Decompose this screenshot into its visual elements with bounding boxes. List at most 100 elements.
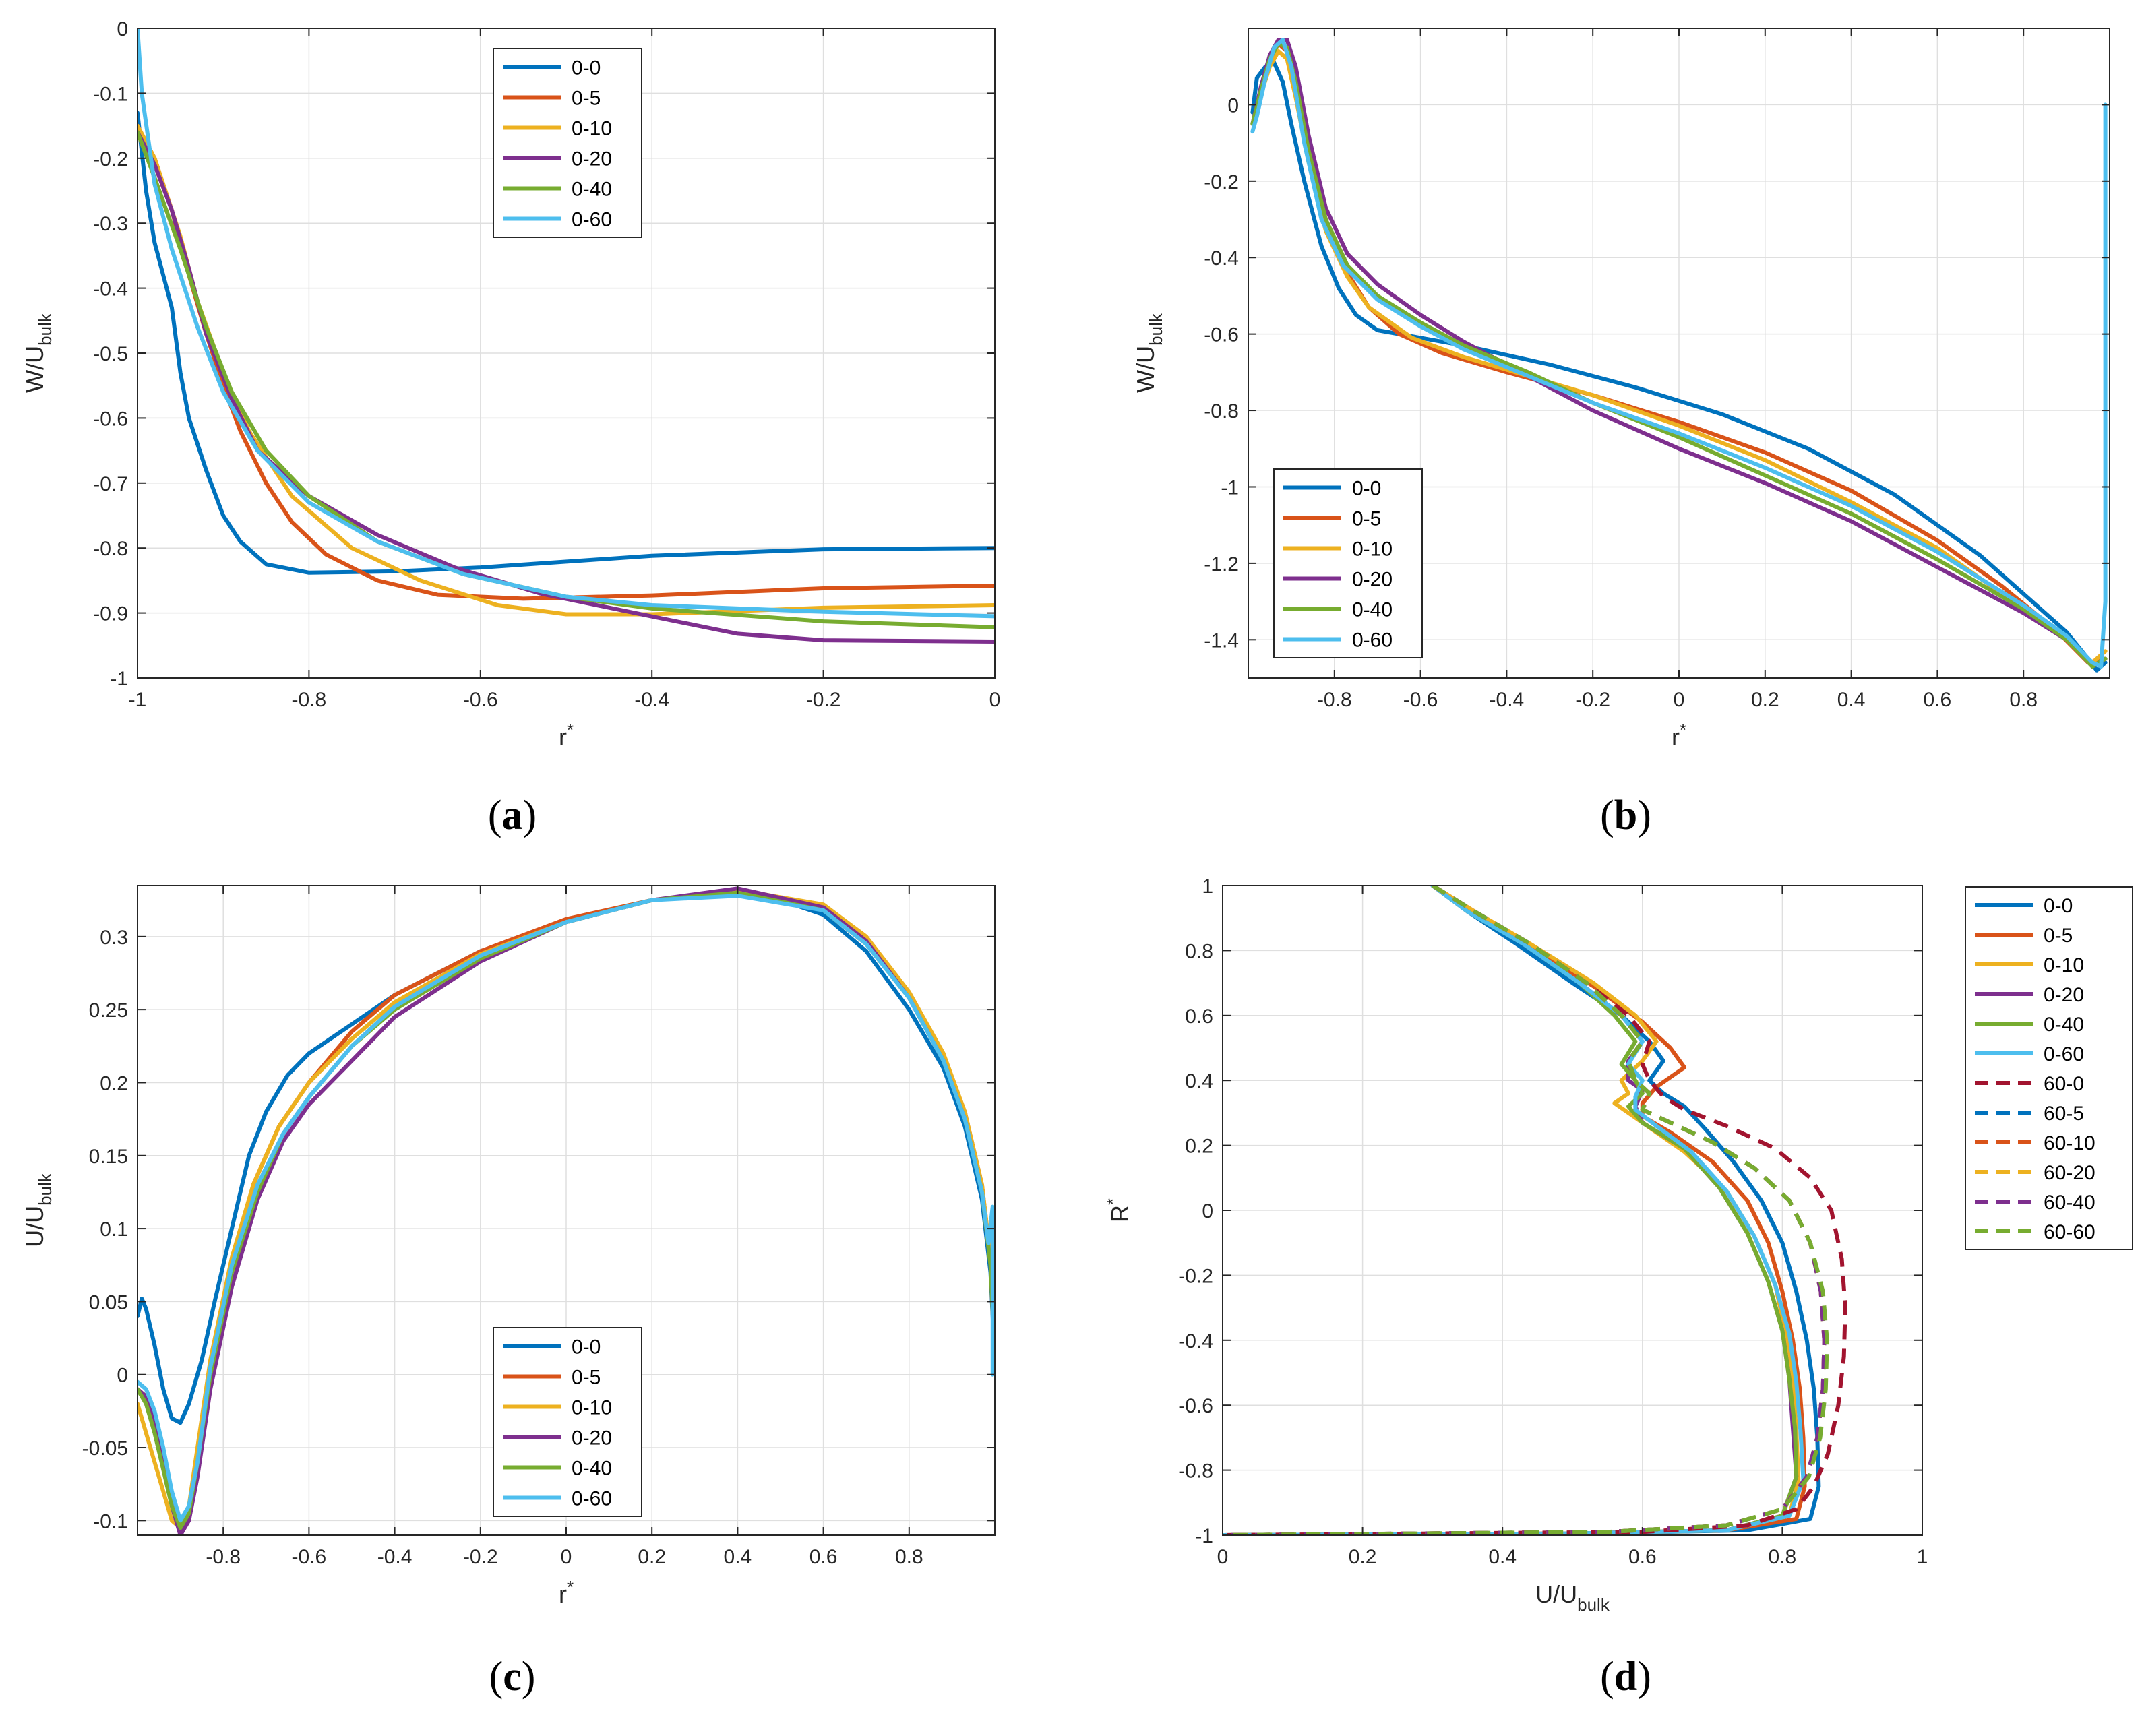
x-axis-label-main: U/U — [1535, 1580, 1577, 1608]
x-tick-label: -0.6 — [292, 1546, 327, 1568]
x-axis-label: r* — [1672, 720, 1686, 751]
legend-label: 0-10 — [2044, 954, 2084, 976]
legend-label: 0-5 — [572, 1367, 601, 1389]
legend-label: 0-40 — [572, 179, 612, 201]
x-tick-label: 0.2 — [638, 1546, 666, 1568]
y-tick-label: -0.6 — [93, 408, 128, 430]
y-axis-label: W/Ubulk — [1132, 313, 1166, 393]
panel-label-letter: b — [1614, 793, 1637, 838]
legend-label: 60-0 — [2044, 1073, 2084, 1095]
x-axis-label-sup: * — [567, 720, 574, 740]
y-tick-label: 0.6 — [1185, 1005, 1213, 1028]
y-tick-label: 0.3 — [100, 927, 128, 949]
panel-label-close: ) — [1637, 793, 1651, 838]
series-line-0-60 — [1250, 38, 2108, 669]
x-tick-label: 0 — [1674, 689, 1685, 711]
y-tick-label: 0 — [1227, 94, 1239, 117]
legend-label: 60-5 — [2044, 1103, 2084, 1125]
legend-d: 0-0 0-5 0-10 0-20 0-40 0-60 60-0 60-5 60-10 60-20… — [1965, 886, 2133, 1250]
legend-label: 60-20 — [2044, 1162, 2095, 1184]
series-line-0-0 — [137, 890, 995, 1425]
panel-label-open: ( — [1600, 793, 1614, 838]
y-tick-label: -0.4 — [1178, 1330, 1213, 1353]
y-tick-label: 0.2 — [100, 1072, 128, 1094]
legend-label: 0-60 — [572, 209, 612, 231]
x-axis-label-main: r — [559, 1580, 567, 1608]
x-tick-label: 0.8 — [1769, 1546, 1797, 1568]
y-tick-label: -0.8 — [1204, 400, 1239, 423]
panel-label-letter: a — [502, 793, 523, 838]
y-tick-label: 0.1 — [100, 1218, 128, 1241]
panel-label-close: ) — [522, 1654, 536, 1700]
x-axis-label: U/Ubulk — [1535, 1580, 1610, 1615]
panel-label-open: ( — [1600, 1654, 1614, 1700]
y-tick-label: 0.15 — [89, 1146, 128, 1168]
y-axis-label-main: W/U — [21, 346, 49, 393]
legend-box — [1965, 886, 2133, 1250]
y-axis-label-sub: bulk — [1146, 313, 1166, 346]
legend-label: 0-10 — [1352, 538, 1393, 561]
y-tick-label: 0.05 — [89, 1291, 128, 1313]
x-tick-label: -0.8 — [1317, 689, 1352, 711]
x-tick-label: -0.2 — [463, 1546, 498, 1568]
x-tick-label: 0.8 — [2009, 689, 2038, 711]
legend-label: 0-10 — [572, 1397, 612, 1419]
series-line-0-60 — [137, 894, 995, 1523]
y-tick-label: -0.7 — [93, 473, 128, 495]
legend-label: 0-10 — [572, 118, 612, 140]
series-line-60-60 — [1223, 886, 1829, 1535]
x-tick-label: 0.6 — [809, 1546, 838, 1568]
x-tick-label: 1 — [1917, 1546, 1928, 1568]
legend-box — [1273, 468, 1423, 658]
legend-label: 0-40 — [1352, 599, 1393, 621]
x-tick-label: 0 — [989, 689, 1001, 711]
legend-label: 0-40 — [572, 1458, 612, 1480]
panel-label-open: ( — [488, 793, 502, 838]
y-tick-label: -1 — [1221, 476, 1239, 499]
legend-label: 0-40 — [2044, 1014, 2084, 1036]
y-tick-label: -0.8 — [93, 538, 128, 560]
y-tick-label: 0 — [117, 18, 128, 40]
y-tick-label: 0 — [1202, 1200, 1213, 1222]
y-axis-label-main: W/U — [1132, 346, 1159, 393]
x-tick-label: -0.4 — [1490, 689, 1525, 711]
legend-label: 0-20 — [572, 148, 612, 170]
panel-label-close: ) — [1637, 1654, 1651, 1700]
series-line-0-0 — [137, 111, 995, 575]
y-axis-label-sub: bulk — [35, 1173, 55, 1206]
panel-label-close: ) — [523, 793, 537, 838]
x-tick-label: -0.4 — [634, 689, 669, 711]
x-axis-label-sup: * — [567, 1577, 574, 1597]
chart-d: 0 0.2 0.4 0.6 0.8 1 -1 -0.8 -0.6 -0.4 -0.2 0 0.2 0.4 0… — [1103, 875, 2133, 1700]
y-tick-label: -0.2 — [93, 148, 128, 170]
x-axis-label-main: r — [1672, 723, 1680, 751]
chart-a: -1 -0.8 -0.6 -0.4 -0.2 0 -1 -0.9 -0.8 -0.7 -0.6 -0.… — [21, 18, 1000, 838]
legend-label: 0-20 — [572, 1427, 612, 1450]
panel-label-open: ( — [489, 1654, 503, 1700]
x-tick-label: -0.6 — [1403, 689, 1438, 711]
series-c — [137, 886, 995, 1535]
y-tick-label: -0.8 — [1178, 1460, 1213, 1483]
y-tick-label: -0.9 — [93, 603, 128, 625]
y-tick-label: -0.2 — [1204, 171, 1239, 193]
y-tick-label: 0.8 — [1185, 940, 1213, 962]
series-line-0-0 — [1250, 61, 2108, 673]
y-axis-label-main: U/U — [21, 1206, 49, 1247]
legend-label: 60-40 — [2044, 1191, 2095, 1214]
y-tick-label: 0.25 — [89, 999, 128, 1022]
y-tick-label: -0.4 — [93, 278, 128, 301]
y-axis-label-sub: bulk — [35, 313, 55, 346]
legend-label: 0-0 — [572, 57, 601, 80]
x-tick-label: -0.8 — [292, 689, 327, 711]
y-tick-label: -0.2 — [1178, 1265, 1213, 1287]
series-line-0-10 — [1223, 886, 1801, 1535]
series-a — [137, 28, 995, 644]
legend-label: 0-60 — [1352, 629, 1393, 652]
x-tick-label: 0.6 — [1924, 689, 1952, 711]
y-tick-label: -0.5 — [93, 343, 128, 365]
series-line-60-0 — [1223, 886, 1847, 1535]
series-line-0-60 — [1223, 886, 1806, 1535]
y-tick-label: -0.1 — [93, 83, 128, 105]
